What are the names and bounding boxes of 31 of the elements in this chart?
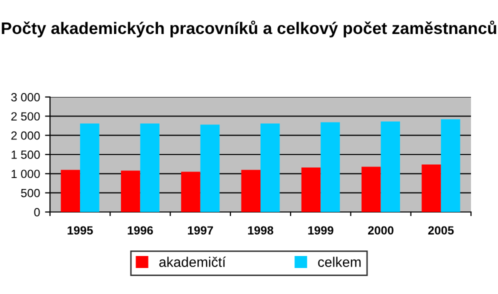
x-tick-label: 1997 <box>188 226 213 235</box>
bar <box>140 123 160 212</box>
bar <box>440 119 460 212</box>
y-tick-label: 2 000 <box>11 131 40 140</box>
x-tick-label: 2005 <box>428 226 454 235</box>
y-tick-label: 1 000 <box>12 170 40 178</box>
bar <box>380 122 400 212</box>
bar <box>200 124 220 212</box>
bar <box>60 170 80 212</box>
bar <box>181 172 200 212</box>
x-tick-label: 1995 <box>68 226 93 235</box>
bar <box>260 123 280 212</box>
bar <box>362 166 381 212</box>
legend-label: celkem <box>318 256 361 267</box>
bar <box>241 170 260 212</box>
x-tick-label: 1998 <box>248 226 274 235</box>
bar <box>422 164 441 212</box>
y-tick-label: 500 <box>21 188 40 198</box>
x-tick-label: 1996 <box>128 226 153 235</box>
y-tick-label: 2 500 <box>11 112 40 121</box>
x-tick-label: 2000 <box>368 226 394 235</box>
bar <box>320 122 340 212</box>
bar <box>120 170 140 212</box>
bar <box>80 123 100 212</box>
y-tick-label: 3 000 <box>11 93 40 102</box>
y-tick-label: 1 500 <box>12 150 40 159</box>
x-tick-label: 1999 <box>308 226 334 235</box>
chart-title: Počty akademických pracovníků a celkový počet zaměstnanců <box>2 20 496 38</box>
y-tick-label: 0 <box>34 208 40 216</box>
legend-label: akademičtí <box>159 256 226 267</box>
bar <box>301 168 321 212</box>
